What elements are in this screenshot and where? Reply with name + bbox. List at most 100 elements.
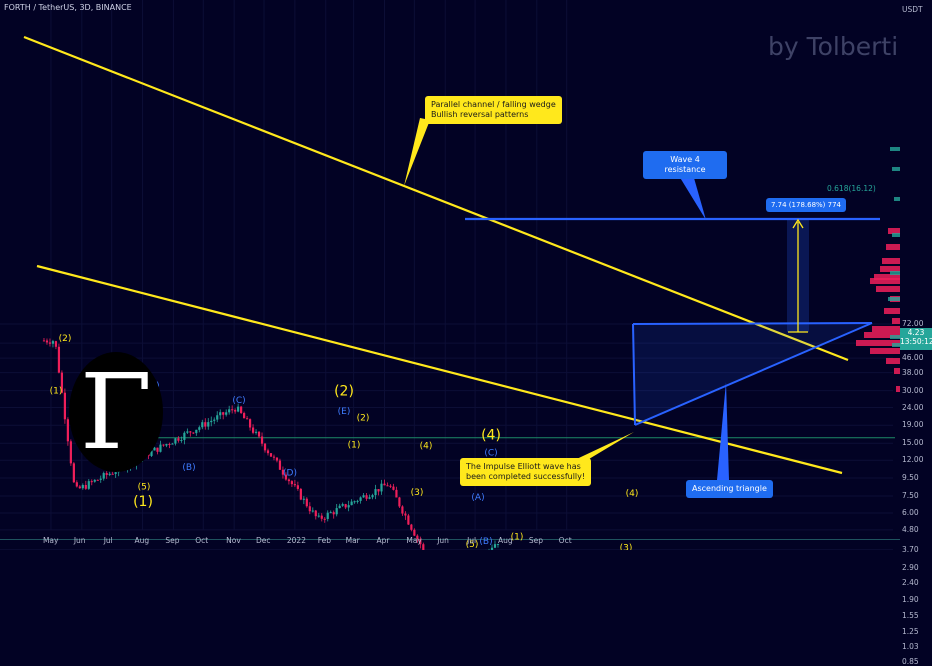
candle [368,497,370,499]
tolberti-logo: Γ [69,352,163,472]
candle [243,413,245,418]
candle [306,499,308,507]
candle [264,444,266,451]
price-tick-label: 72.00 [902,319,923,328]
measure-label: 7.74 (178.68%) 774 [766,198,846,212]
time-tick-label: Aug [135,536,150,545]
candle [401,506,403,513]
channel-upper-line [24,37,848,360]
candle [333,512,335,514]
time-tick-label: Jun [437,536,449,545]
candle [321,516,323,519]
candle [312,511,314,512]
candle [189,431,191,432]
volume-profile-bar [872,326,900,332]
candle [192,433,194,434]
wave-label: (2) [357,414,370,424]
candle [315,511,317,517]
candle [318,516,320,517]
wave-label: (1) [348,440,361,450]
time-tick-label: Nov [226,536,241,545]
price-tick-label: 2.40 [902,578,919,587]
candle [246,418,248,419]
candle [267,450,269,453]
volume-profile-bar [892,233,900,237]
candle [79,486,81,488]
chart-title: FORTH / TetherUS, 3D, BINANCE [4,3,132,12]
candle [407,516,409,525]
candle [348,505,350,507]
candle [58,347,60,373]
price-tick-label: 7.50 [902,491,919,500]
channel-callout: Parallel channel / falling wedge Bullish… [425,96,562,124]
price-tick-label: 0.85 [902,657,919,666]
volume-profile-bar [892,343,900,347]
candle [383,484,385,486]
candle [345,504,347,507]
price-tick-label: 30.00 [902,386,923,395]
price-tick-label: 9.50 [902,473,919,482]
candle [195,430,197,433]
channel-callout-line1: Parallel channel / falling wedge [431,100,556,110]
candle [219,412,221,415]
candle [386,485,388,486]
candle [324,519,326,520]
price-tick-label: 46.00 [902,353,923,362]
time-tick-label: Sep [529,536,543,545]
candle [330,512,332,513]
candle [255,432,257,433]
price-tick-label: 38.00 [902,368,923,377]
candle [395,490,397,498]
candle [351,502,353,506]
candle [183,433,185,440]
time-tick-label: Mar [346,536,360,545]
candle [270,453,272,456]
candle [177,438,179,440]
candle [64,393,66,420]
candle [213,420,215,421]
fib-label: 0.618(16.12) [827,184,876,193]
wave-label: (3) [620,544,633,550]
candle [180,440,182,441]
candle [231,409,233,410]
candle [398,497,400,506]
candle [49,342,51,343]
wave-label-corrective: (B) [479,537,492,547]
volume-profile-bar [884,308,900,314]
time-tick-label: Feb [318,536,331,545]
candle [112,474,114,475]
candle [168,444,170,445]
wave-label-corrective: (D) [283,469,297,479]
volume-profile-bar [896,386,900,392]
candle [261,436,263,443]
wave-label-corrective: (C) [484,448,497,458]
candle [422,544,424,550]
price-tick-label: 1.90 [902,595,919,604]
candle [291,481,293,484]
candle [297,485,299,489]
candle [237,407,239,412]
candle [43,340,45,341]
candle [52,341,54,344]
impulse-callout-line2: been completed successfully! [466,472,585,482]
price-tick-label: 12.00 [902,455,923,464]
candle [258,432,260,437]
wave-label-major: (1) [133,494,153,510]
candle [327,513,329,519]
volume-profile-bar [890,271,900,275]
volume-profile-bar [870,348,900,354]
triangle-top-line [633,323,872,324]
candle [222,412,224,415]
volume-profile-bar [876,286,900,292]
candle [371,495,373,497]
candle [97,480,99,481]
candle [100,479,102,480]
wave-label: (2) [59,334,72,344]
time-tick-label: May [406,536,422,545]
time-tick-label: Oct [195,536,208,545]
candle [106,473,108,475]
wave-label-corrective: (A) [471,493,484,503]
candle [374,489,376,495]
candle [55,341,57,347]
time-tick-label: Jul [467,536,476,545]
